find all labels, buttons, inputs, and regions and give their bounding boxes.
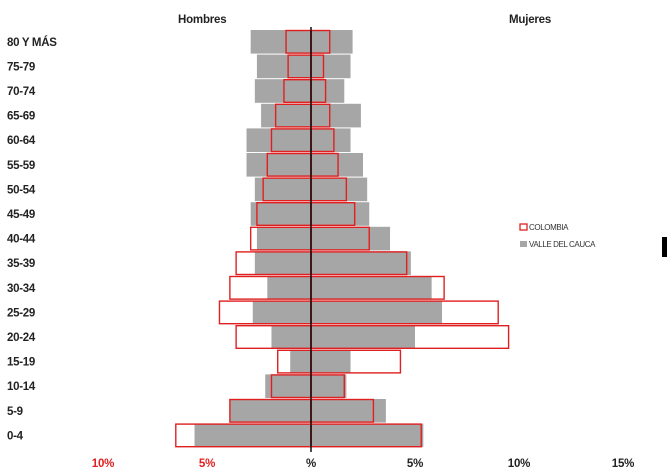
valle-hombres-bar	[256, 226, 311, 251]
legend-colombia-label: COLOMBIA	[529, 223, 569, 232]
valle-mujeres-bar	[311, 300, 443, 325]
valle-mujeres-bar	[311, 153, 363, 177]
age-group-label: 60-64	[7, 135, 36, 147]
valle-mujeres-bar	[311, 423, 424, 448]
age-group-label: 50-54	[7, 184, 36, 196]
age-group-label: 0-4	[7, 430, 24, 442]
valle-hombres-bar	[254, 79, 311, 103]
valle-mujeres-bar	[311, 103, 361, 128]
valle-mujeres-bar	[311, 128, 351, 152]
valle-mujeres-bar	[311, 349, 351, 374]
valle-hombres-bar	[250, 202, 311, 226]
valle-hombres-bar	[246, 153, 311, 177]
age-group-label: 5-9	[7, 406, 23, 418]
age-group-labels: 80 Y MÁS 75-79 70-74 65-69 60-64 55-59 50-54 45…	[7, 36, 58, 443]
valle-hombres-bar	[252, 300, 311, 325]
x-tick-label: 10%	[92, 458, 114, 470]
valle-mujeres-bar	[311, 276, 432, 300]
age-group-label: 65-69	[7, 111, 35, 123]
age-group-label: 10-14	[7, 381, 36, 393]
age-group-label: 25-29	[7, 307, 35, 319]
x-tick-label: 15%	[612, 458, 634, 470]
x-tick-label: 5%	[407, 458, 423, 470]
valle-hombres-bar	[250, 30, 311, 54]
valle-hombres-bar	[246, 128, 311, 152]
legend-valle-swatch	[520, 241, 527, 247]
valle-del-cauca-bars	[194, 30, 443, 448]
valle-mujeres-bar	[311, 79, 345, 103]
mujeres-label: Mujeres	[509, 14, 551, 26]
age-group-label: 45-49	[7, 209, 35, 221]
valle-hombres-bar	[254, 177, 311, 202]
valle-mujeres-bar	[311, 399, 386, 423]
x-tick-label: 10%	[508, 458, 530, 470]
valle-hombres-bar	[229, 399, 311, 423]
valle-hombres-bar	[261, 103, 311, 128]
age-group-label: 30-34	[7, 283, 36, 295]
legend-colombia-swatch	[519, 223, 528, 231]
valle-mujeres-bar	[311, 202, 370, 226]
valle-hombres-bar	[254, 251, 311, 275]
x-tick-label: 5%	[199, 458, 215, 470]
valle-mujeres-bar	[311, 251, 411, 275]
hombres-label: Hombres	[178, 14, 226, 26]
valle-hombres-bar	[265, 374, 311, 398]
age-group-label: 40-44	[7, 234, 36, 246]
valle-hombres-bar	[271, 325, 311, 349]
x-tick-label: %	[306, 458, 316, 470]
age-group-label: 35-39	[7, 258, 35, 270]
valle-hombres-bar	[194, 423, 311, 448]
valle-hombres-bar	[267, 276, 311, 300]
edge-marker	[662, 237, 667, 257]
valle-mujeres-bar	[311, 177, 368, 202]
age-group-label: 70-74	[7, 86, 36, 98]
age-group-label: 55-59	[7, 160, 35, 172]
valle-hombres-bar	[256, 54, 311, 79]
valle-mujeres-bar	[311, 226, 391, 251]
x-axis-tick-labels: 10% 5%% 5% 10% 15%	[92, 458, 635, 470]
valle-hombres-bar	[290, 349, 311, 374]
legend: COLOMBIA VALLE DEL CAUCA	[519, 223, 596, 249]
age-group-label: 20-24	[7, 332, 36, 344]
valle-mujeres-bar	[311, 30, 353, 54]
valle-mujeres-bar	[311, 325, 415, 349]
age-group-label: 15-19	[7, 357, 35, 369]
valle-mujeres-bar	[311, 374, 347, 398]
legend-valle-label: VALLE DEL CAUCA	[529, 240, 596, 249]
age-group-label: 80 Y MÁS	[7, 36, 57, 49]
age-group-label: 75-79	[7, 61, 35, 73]
valle-mujeres-bar	[311, 54, 351, 79]
